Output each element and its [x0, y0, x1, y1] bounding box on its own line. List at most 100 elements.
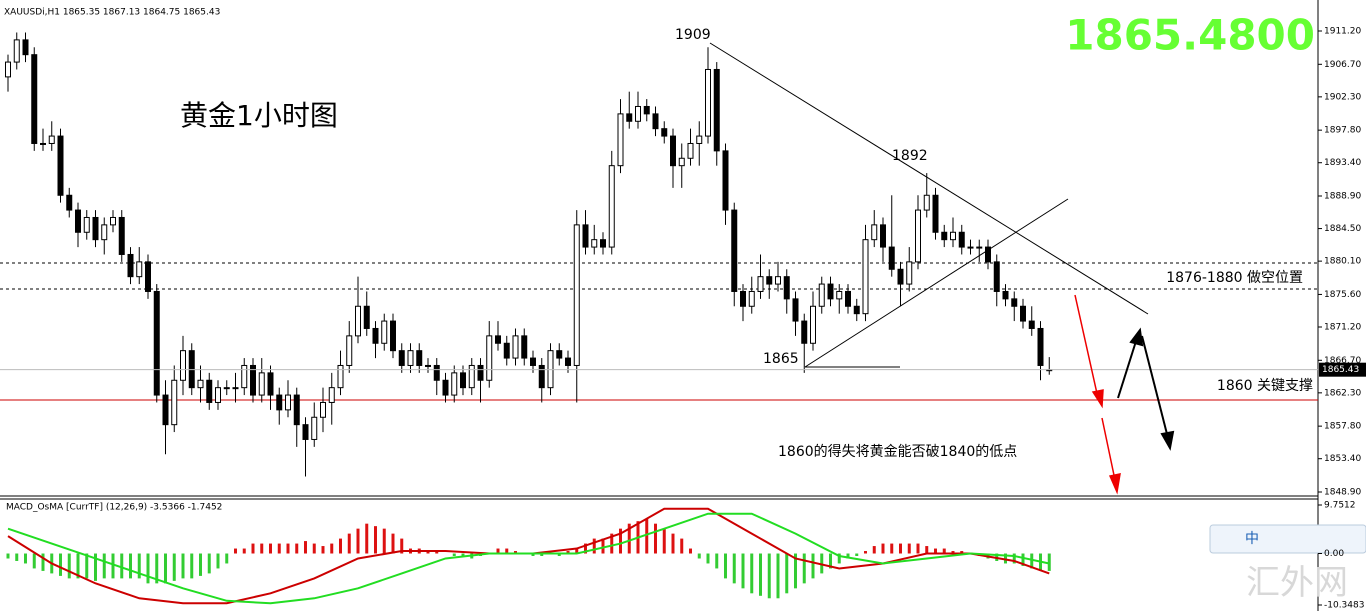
candle-body: [407, 350, 414, 366]
candle-body: [687, 142, 694, 159]
macd-title: MACD_OsMA [CurrTF] (12,26,9) -3.5366 -1.…: [6, 503, 222, 513]
candle-body: [923, 194, 930, 211]
candle-body: [897, 268, 904, 285]
watermark: 汇外网: [1246, 563, 1348, 603]
candle-body: [337, 364, 344, 389]
candle-body: [118, 216, 125, 255]
candle-body: [521, 335, 528, 359]
candle-body: [731, 209, 738, 292]
candle-body: [232, 387, 239, 390]
y-tick-label: 1880.10: [1324, 257, 1361, 267]
candle-body: [801, 320, 808, 344]
candle-body: [748, 290, 755, 307]
candle-body: [267, 372, 274, 396]
candle-body: [328, 387, 335, 403]
candle-body: [827, 283, 834, 300]
y-tick-label: 1857.80: [1324, 422, 1361, 432]
y-tick-label: 1866.70: [1324, 356, 1361, 366]
candle-body: [285, 394, 291, 411]
y-tick-label: 1853.40: [1324, 454, 1361, 464]
candle-body: [276, 394, 283, 411]
candle-body: [381, 320, 388, 344]
candle-body: [845, 290, 851, 307]
candle-body: [766, 276, 773, 285]
y-tick-label: -10.3483: [1324, 601, 1364, 611]
candle-body: [206, 379, 213, 403]
candle-body: [556, 350, 563, 359]
candle-body: [643, 105, 650, 115]
candle-body: [906, 261, 913, 285]
candle-body: [346, 335, 353, 366]
candle-body: [967, 246, 974, 249]
candle-body: [223, 387, 230, 390]
candle-body: [626, 113, 633, 122]
candle-body: [740, 290, 746, 307]
y-tick-label: 1875.60: [1324, 290, 1361, 300]
y-tick-label: 1897.80: [1324, 126, 1361, 136]
y-tick-label: 1911.20: [1324, 27, 1361, 37]
y-tick-label: 1862.30: [1324, 388, 1361, 398]
candle-body: [136, 261, 143, 278]
candle-body: [171, 379, 178, 426]
title: 黄金1小时图: [180, 99, 338, 132]
toolbar-button[interactable]: 中: [1245, 531, 1259, 547]
price-label-bg: [1319, 362, 1366, 377]
candle-body: [162, 394, 169, 426]
y-tick-label: 0.00: [1324, 549, 1344, 559]
candle-body: [302, 424, 309, 440]
candle-body: [652, 113, 659, 130]
annotation: 1865: [763, 351, 799, 367]
y-tick-label: 1884.50: [1324, 224, 1361, 234]
candle-body: [713, 68, 720, 152]
candle-body: [66, 194, 73, 211]
candle-body: [13, 39, 20, 63]
y-tick-label: 1902.30: [1324, 92, 1361, 102]
candle-body: [241, 364, 248, 389]
candle-body: [188, 350, 195, 389]
candle-body: [363, 305, 370, 329]
candle-body: [442, 379, 449, 396]
y-tick-label: 1893.40: [1324, 158, 1361, 168]
macd-panel: [6, 507, 1051, 605]
candle-body: [468, 364, 475, 389]
candle-body: [871, 224, 878, 241]
candle-body: [985, 246, 991, 263]
candle-body: [425, 364, 431, 367]
candle-body: [722, 150, 729, 211]
macd-line: [7, 512, 1050, 605]
candle-body: [670, 135, 676, 167]
candle-body: [678, 157, 685, 167]
candle-body: [573, 224, 580, 366]
candle-body: [250, 364, 256, 396]
trendline: [804, 198, 1069, 368]
candle-body: [433, 364, 440, 381]
candle-body: [40, 142, 46, 145]
candle-body: [783, 276, 790, 300]
candle-body: [31, 54, 38, 144]
candle-body: [477, 364, 484, 381]
candle-body: [950, 231, 956, 241]
annotation: 1860 关键支撑: [1217, 378, 1313, 394]
candle-body: [547, 350, 554, 389]
big-price: 1865.4800: [1065, 11, 1315, 60]
header: XAUUSDi,H1 1865.35 1867.13 1864.75 1865.…: [4, 8, 220, 18]
candle-body: [83, 216, 90, 233]
candle-body: [180, 350, 186, 381]
candle-body: [862, 239, 869, 315]
arrows: [1074, 294, 1121, 495]
candle-body: [320, 401, 326, 418]
candle-body: [153, 290, 160, 396]
candle-body: [258, 372, 265, 396]
candle-body: [661, 128, 668, 137]
candle-body: [810, 305, 816, 344]
annotation: 1860的得失将黄金能否破1840的低点: [778, 443, 1017, 460]
candle-body: [5, 61, 11, 78]
candle-body: [932, 194, 939, 233]
candle-body: [538, 364, 545, 389]
toolbar[interactable]: [1209, 524, 1366, 554]
candle-body: [101, 224, 108, 241]
candle-body: [110, 216, 116, 226]
candle-body: [976, 246, 983, 249]
candle-body: [451, 372, 458, 396]
